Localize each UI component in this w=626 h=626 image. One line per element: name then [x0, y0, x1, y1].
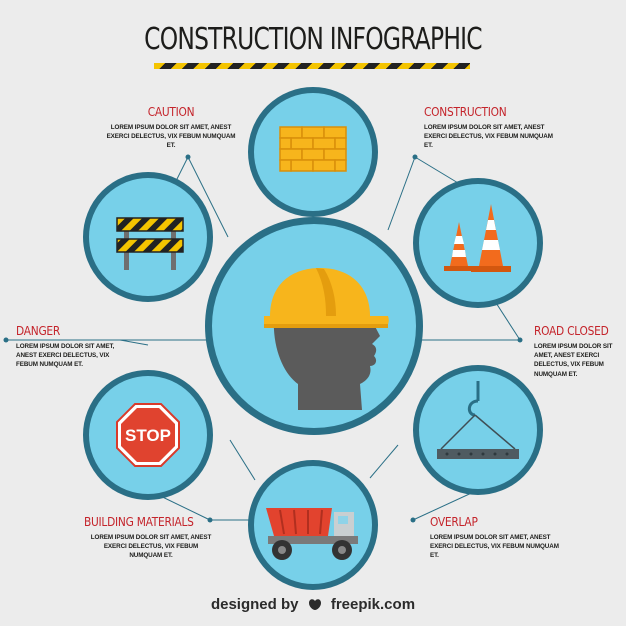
dump-truck-icon [266, 508, 358, 560]
barricade-icon [116, 217, 184, 270]
brick-wall-icon [279, 126, 347, 172]
worker-circle [205, 217, 423, 435]
caution-block: CAUTION LOREM IPSUM DOLOR SIT AMET, ANES… [106, 104, 236, 151]
page-title: CONSTRUCTION INFOGRAPHIC [144, 22, 482, 57]
credit-brand[interactable]: freepik.com [330, 596, 416, 613]
danger-body: LOREM IPSUM DOLOR SIT AMET, ANEST EXERCI… [16, 343, 115, 369]
caution-heading: CAUTION [147, 104, 195, 119]
stop-sign-label: STOP [125, 426, 171, 445]
traffic-cones-icon [444, 204, 511, 272]
road-closed-circle [413, 178, 543, 308]
caution-circle [83, 172, 213, 302]
road-closed-heading: ROAD CLOSED [534, 323, 609, 338]
freepik-logo-icon [308, 598, 321, 610]
credit-line: designed by freepik.com [0, 596, 626, 614]
danger-circle: STOP [83, 370, 213, 500]
danger-heading: DANGER [16, 323, 61, 338]
construction-block: CONSTRUCTION LOREM IPSUM DOLOR SIT AMET,… [424, 104, 554, 151]
building-materials-body: LOREM IPSUM DOLOR SIT AMET, ANEST EXERCI… [90, 534, 212, 560]
building-materials-block: BUILDING MATERIALS LOREM IPSUM DOLOR SIT… [84, 514, 214, 561]
hard-hat-head-icon [264, 268, 389, 410]
hazard-stripe [154, 63, 470, 69]
construction-body: LOREM IPSUM DOLOR SIT AMET, ANEST EXERCI… [424, 124, 553, 150]
construction-circle [248, 87, 378, 217]
credit-prefix: designed by [210, 596, 299, 613]
overlap-circle [413, 365, 543, 495]
danger-block: DANGER LOREM IPSUM DOLOR SIT AMET, ANEST… [0, 323, 116, 370]
stop-sign-icon: STOP [116, 403, 180, 467]
hanging-beam-icon [437, 381, 519, 459]
building-materials-heading: BUILDING MATERIALS [84, 514, 194, 529]
road-closed-body: LOREM IPSUM DOLOR SIT AMET, ANEST EXERCI… [534, 343, 613, 378]
road-closed-block: ROAD CLOSED LOREM IPSUM DOLOR SIT AMET, … [534, 323, 624, 379]
overlap-heading: OVERLAP [430, 514, 478, 529]
overlap-block: OVERLAP LOREM IPSUM DOLOR SIT AMET, ANES… [430, 514, 560, 561]
construction-heading: CONSTRUCTION [424, 104, 507, 119]
building-materials-circle [248, 460, 378, 590]
caution-body: LOREM IPSUM DOLOR SIT AMET, ANEST EXERCI… [106, 124, 236, 150]
overlap-body: LOREM IPSUM DOLOR SIT AMET, ANEST EXERCI… [430, 534, 559, 560]
